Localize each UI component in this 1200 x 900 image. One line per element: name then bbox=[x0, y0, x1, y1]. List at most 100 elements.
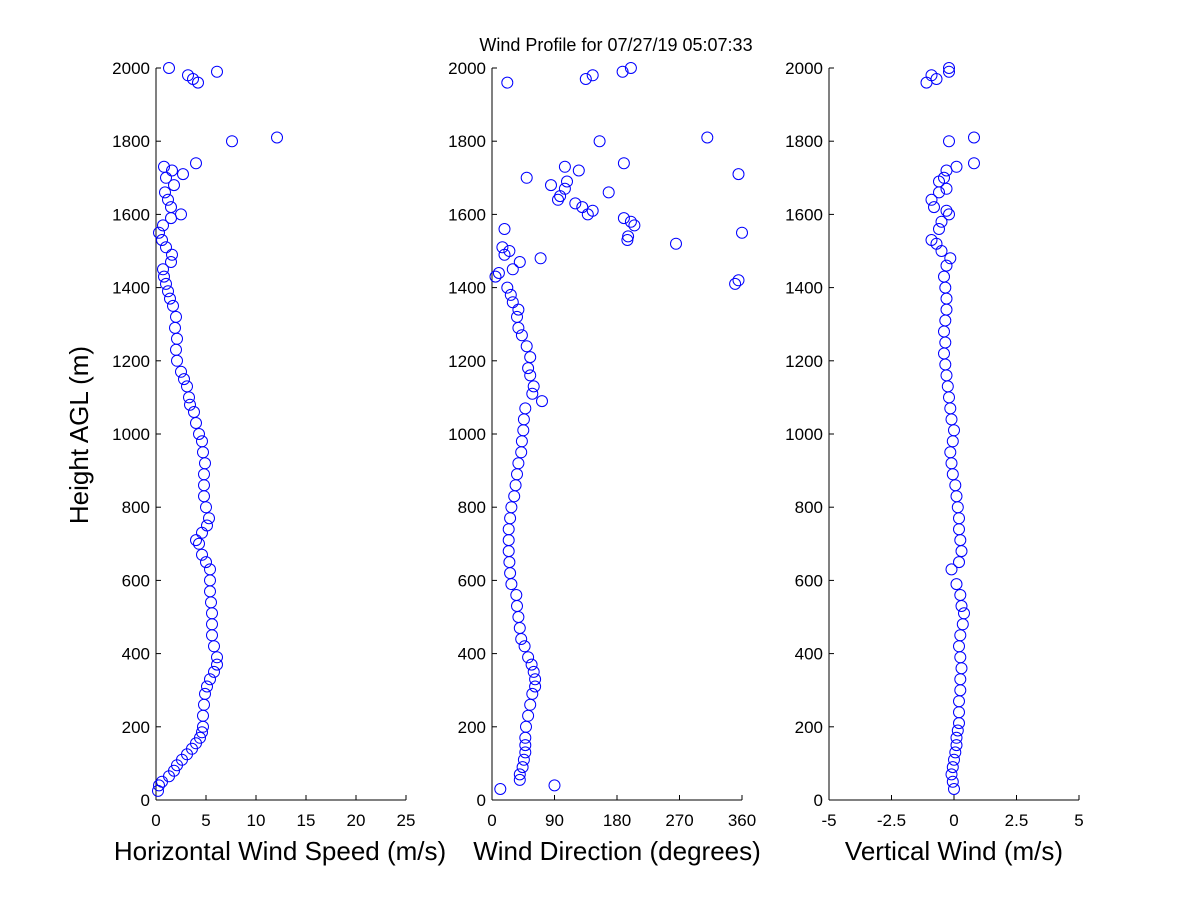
data-point bbox=[506, 263, 519, 276]
data-point bbox=[593, 135, 606, 148]
data-point bbox=[511, 310, 523, 323]
data-point bbox=[940, 303, 953, 316]
data-point bbox=[548, 779, 561, 792]
data-point bbox=[945, 457, 958, 470]
data-point bbox=[938, 171, 950, 184]
data-point bbox=[168, 179, 180, 192]
data-point bbox=[536, 395, 548, 408]
data-point bbox=[529, 673, 542, 686]
y-tick-label: 1000 bbox=[448, 425, 486, 444]
data-point bbox=[572, 164, 585, 177]
data-point bbox=[946, 468, 959, 481]
data-point bbox=[504, 567, 517, 580]
data-point bbox=[512, 303, 525, 316]
data-point bbox=[953, 512, 965, 525]
data-point bbox=[935, 215, 948, 228]
panel-vertical-wind: Vertical Wind (m/s) 0 200 400 600 800 1000 120… bbox=[785, 59, 1084, 866]
data-point bbox=[515, 329, 528, 342]
data-point bbox=[201, 519, 213, 532]
data-point bbox=[520, 171, 533, 184]
data-point bbox=[939, 358, 952, 371]
data-point bbox=[190, 157, 202, 170]
data-point bbox=[579, 73, 592, 85]
data-point bbox=[950, 731, 963, 744]
data-point bbox=[954, 684, 967, 697]
y-tick-label: 1400 bbox=[785, 279, 823, 298]
data-point bbox=[946, 761, 959, 774]
data-point bbox=[670, 237, 682, 250]
data-point bbox=[943, 135, 955, 148]
data-point bbox=[196, 435, 208, 448]
data-point bbox=[955, 545, 968, 558]
data-point bbox=[935, 245, 948, 257]
data-point bbox=[732, 168, 745, 181]
y-tick-label: 800 bbox=[795, 498, 823, 517]
y-tick-label: 1400 bbox=[112, 279, 150, 298]
x-tick-label: -2.5 bbox=[877, 811, 906, 830]
data-point bbox=[941, 380, 954, 393]
y-tick-label: 1200 bbox=[785, 352, 823, 371]
data-point bbox=[512, 457, 525, 470]
data-point bbox=[569, 197, 582, 210]
data-point bbox=[168, 764, 180, 777]
data-point bbox=[513, 773, 526, 786]
data-point bbox=[953, 695, 965, 708]
x-axis-label-horizontal-speed: Horizontal Wind Speed (m/s) bbox=[114, 836, 446, 866]
data-point bbox=[949, 746, 962, 759]
data-point bbox=[517, 753, 530, 766]
y-tick-label: 1800 bbox=[785, 132, 823, 151]
data-point bbox=[950, 160, 963, 173]
data-point bbox=[951, 724, 964, 737]
data-point bbox=[527, 665, 540, 678]
data-point bbox=[534, 252, 547, 265]
data-point bbox=[183, 391, 195, 404]
data-point bbox=[939, 314, 952, 327]
data-point bbox=[517, 413, 530, 426]
data-point bbox=[508, 490, 521, 503]
data-point bbox=[944, 402, 957, 415]
y-tick-label: 2000 bbox=[448, 59, 486, 78]
data-point bbox=[175, 208, 187, 221]
x-tick-label: 5 bbox=[201, 811, 210, 830]
data-point bbox=[505, 578, 518, 591]
data-point bbox=[940, 369, 953, 382]
data-point bbox=[506, 296, 519, 309]
y-tick-label: 1600 bbox=[448, 205, 486, 224]
data-point bbox=[621, 234, 634, 246]
x-tick-label: 270 bbox=[665, 811, 693, 830]
data-point bbox=[968, 157, 980, 170]
data-point bbox=[925, 69, 938, 82]
y-tick-label: 400 bbox=[458, 645, 486, 664]
data-point bbox=[519, 746, 532, 759]
data-point bbox=[586, 204, 599, 217]
x-tick-label: 0 bbox=[949, 811, 958, 830]
y-tick-label: 2000 bbox=[112, 59, 150, 78]
data-point bbox=[954, 589, 967, 601]
data-point bbox=[498, 223, 511, 235]
data-point bbox=[158, 160, 170, 173]
data-point bbox=[946, 775, 959, 788]
data-point bbox=[204, 563, 216, 576]
data-point bbox=[166, 164, 178, 177]
data-point bbox=[517, 424, 530, 437]
data-point bbox=[171, 354, 183, 367]
data-point bbox=[950, 739, 963, 752]
data-point bbox=[197, 709, 209, 722]
data-point bbox=[558, 160, 571, 173]
data-point bbox=[200, 556, 212, 569]
y-tick-label: 400 bbox=[122, 645, 150, 664]
data-point bbox=[925, 234, 938, 246]
data-point bbox=[169, 321, 181, 334]
data-point bbox=[512, 321, 525, 334]
x-tick-label: 25 bbox=[397, 811, 416, 830]
y-tick-label: 200 bbox=[122, 718, 150, 737]
data-point bbox=[513, 622, 526, 634]
data-point bbox=[949, 479, 962, 492]
data-point bbox=[944, 446, 957, 459]
x-tick-label: -5 bbox=[821, 811, 836, 830]
data-point bbox=[164, 292, 176, 305]
data-point bbox=[200, 501, 212, 514]
x-axis-label-vertical-wind: Vertical Wind (m/s) bbox=[845, 836, 1063, 866]
y-tick-label: 600 bbox=[795, 571, 823, 590]
data-point bbox=[520, 720, 532, 733]
